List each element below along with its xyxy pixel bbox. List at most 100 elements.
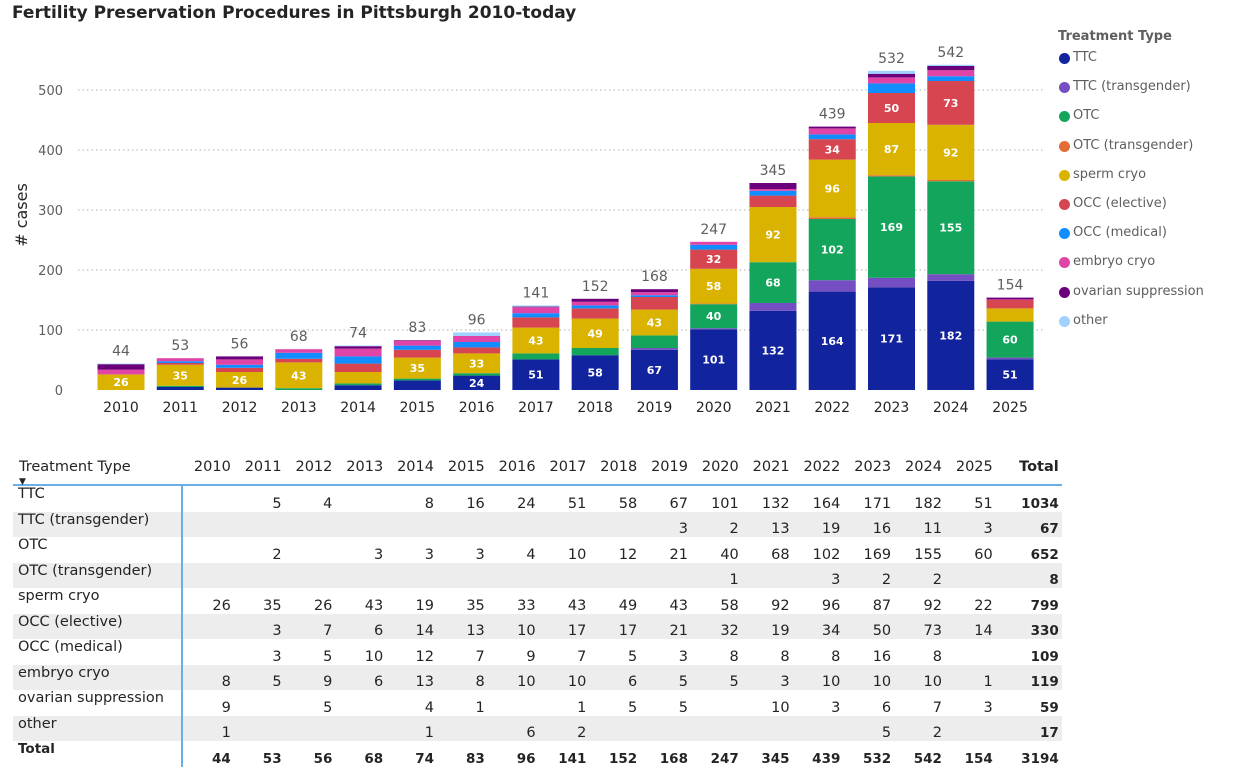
bar-segment-sperm-cryo[interactable] bbox=[630, 309, 678, 336]
bar-segment-occ-medical-[interactable] bbox=[749, 190, 797, 196]
bar-segment-ttc[interactable] bbox=[571, 355, 619, 390]
bar-segment-embryo-cryo[interactable] bbox=[453, 336, 501, 342]
legend-item[interactable]: embryo cryo bbox=[1058, 254, 1204, 283]
bar-segment-other[interactable] bbox=[868, 70, 916, 74]
bar-segment-otc[interactable] bbox=[630, 335, 678, 348]
bar-segment-sperm-cryo[interactable] bbox=[571, 318, 619, 348]
bar-segment-ovarian-suppression[interactable] bbox=[512, 306, 560, 308]
column-header-year[interactable]: 2017 bbox=[538, 450, 590, 486]
bar-segment-embryo-cryo[interactable] bbox=[275, 349, 323, 353]
bar-segment-occ-medical-[interactable] bbox=[630, 295, 678, 297]
bar-segment-ttc[interactable] bbox=[453, 375, 501, 390]
bar-segment-occ-elective-[interactable] bbox=[275, 358, 323, 363]
bar-segment-occ-elective-[interactable] bbox=[986, 300, 1034, 309]
bar-segment-ttc-transgender-[interactable] bbox=[868, 277, 916, 288]
bar-segment-ttc[interactable] bbox=[927, 280, 975, 390]
bar-segment-otc[interactable] bbox=[512, 353, 560, 360]
bar-segment-embryo-cryo[interactable] bbox=[808, 128, 856, 135]
bar-segment-ovarian-suppression[interactable] bbox=[808, 126, 856, 129]
column-header-year[interactable]: 2025 bbox=[944, 450, 996, 486]
bar-segment-otc[interactable] bbox=[275, 388, 323, 390]
bar-segment-ttc[interactable] bbox=[749, 310, 797, 390]
bar-segment-sperm-cryo[interactable] bbox=[690, 268, 738, 304]
column-header-year[interactable]: 2012 bbox=[284, 450, 336, 486]
bar-segment-occ-medical-[interactable] bbox=[571, 305, 619, 309]
bar-segment-ttc-transgender-[interactable] bbox=[927, 274, 975, 281]
bar-segment-sperm-cryo[interactable] bbox=[927, 124, 975, 180]
bar-segment-ttc[interactable] bbox=[393, 380, 441, 390]
bar-segment-occ-elective-[interactable] bbox=[571, 308, 619, 319]
bar-segment-occ-medical-[interactable] bbox=[927, 76, 975, 81]
bar-segment-occ-medical-[interactable] bbox=[216, 364, 264, 368]
bar-segment-otc[interactable] bbox=[868, 176, 916, 278]
bar-segment-ttc[interactable] bbox=[334, 385, 382, 390]
column-header-year[interactable]: 2023 bbox=[843, 450, 895, 486]
bar-segment-otc[interactable] bbox=[690, 304, 738, 329]
bar-segment-occ-medical-[interactable] bbox=[156, 361, 204, 363]
bar-segment-other[interactable] bbox=[512, 305, 560, 307]
bar-segment-otc[interactable] bbox=[453, 373, 501, 376]
bar-segment-otc-transgender-[interactable] bbox=[808, 217, 856, 219]
bar-segment-otc[interactable] bbox=[808, 219, 856, 281]
bar-segment-ttc[interactable] bbox=[808, 291, 856, 390]
bar-segment-ovarian-suppression[interactable] bbox=[749, 183, 797, 189]
bar-segment-occ-elective-[interactable] bbox=[690, 249, 738, 269]
bar-segment-occ-elective-[interactable] bbox=[156, 363, 204, 365]
bar-segment-occ-elective-[interactable] bbox=[216, 367, 264, 372]
bar-segment-ovarian-suppression[interactable] bbox=[393, 340, 441, 341]
bar-segment-ttc-transgender-[interactable] bbox=[986, 357, 1034, 360]
bar-segment-ovarian-suppression[interactable] bbox=[927, 66, 975, 71]
bar-segment-ttc-transgender-[interactable] bbox=[690, 328, 738, 330]
bar-segment-other[interactable] bbox=[927, 64, 975, 66]
column-header-year[interactable]: 2013 bbox=[335, 450, 387, 486]
bar-segment-ttc[interactable] bbox=[512, 359, 560, 390]
bar-segment-otc[interactable] bbox=[927, 181, 975, 275]
bar-segment-occ-medical-[interactable] bbox=[512, 313, 560, 318]
bar-segment-embryo-cryo[interactable] bbox=[868, 77, 916, 84]
sort-descending-icon[interactable]: ▼ bbox=[19, 477, 26, 487]
bar-segment-embryo-cryo[interactable] bbox=[216, 359, 264, 365]
legend-item[interactable]: ovarian suppression bbox=[1058, 284, 1204, 313]
bar-segment-embryo-cryo[interactable] bbox=[986, 299, 1034, 300]
bar-segment-otc[interactable] bbox=[156, 385, 204, 387]
column-header-year[interactable]: 2020 bbox=[690, 450, 742, 486]
bar-segment-otc-transgender-[interactable] bbox=[868, 175, 916, 177]
bar-segment-embryo-cryo[interactable] bbox=[393, 340, 441, 346]
bar-segment-ovarian-suppression[interactable] bbox=[97, 364, 145, 370]
column-header-year[interactable]: 2015 bbox=[436, 450, 488, 486]
bar-segment-sperm-cryo[interactable] bbox=[453, 353, 501, 374]
bar-segment-occ-elective-[interactable] bbox=[868, 93, 916, 123]
legend-item[interactable]: OTC (transgender) bbox=[1058, 138, 1204, 167]
column-header-total[interactable]: Total bbox=[995, 450, 1062, 486]
bar-segment-embryo-cryo[interactable] bbox=[512, 307, 560, 314]
bar-segment-sperm-cryo[interactable] bbox=[216, 372, 264, 388]
bar-segment-ttc[interactable] bbox=[868, 287, 916, 390]
bar-segment-ttc-transgender-[interactable] bbox=[808, 280, 856, 292]
bar-segment-ttc[interactable] bbox=[690, 329, 738, 390]
column-header-year[interactable]: 2010 bbox=[182, 450, 234, 486]
bar-segment-occ-elective-[interactable] bbox=[393, 349, 441, 358]
bar-segment-otc-transgender-[interactable] bbox=[927, 180, 975, 182]
bar-segment-otc-transgender-[interactable] bbox=[690, 303, 738, 305]
bar-segment-occ-medical-[interactable] bbox=[334, 356, 382, 364]
bar-segment-sperm-cryo[interactable] bbox=[393, 357, 441, 379]
bar-segment-embryo-cryo[interactable] bbox=[749, 189, 797, 191]
bar-segment-embryo-cryo[interactable] bbox=[97, 369, 145, 375]
bar-segment-embryo-cryo[interactable] bbox=[927, 70, 975, 77]
bar-segment-embryo-cryo[interactable] bbox=[690, 241, 738, 245]
bar-segment-embryo-cryo[interactable] bbox=[571, 301, 619, 306]
bar-segment-ttc[interactable] bbox=[630, 349, 678, 390]
bar-segment-occ-elective-[interactable] bbox=[512, 317, 560, 328]
bar-segment-otc[interactable] bbox=[986, 321, 1034, 358]
bar-segment-occ-elective-[interactable] bbox=[453, 347, 501, 354]
bar-segment-other[interactable] bbox=[97, 363, 145, 365]
bar-segment-sperm-cryo[interactable] bbox=[97, 374, 145, 390]
bar-segment-ovarian-suppression[interactable] bbox=[986, 297, 1034, 300]
bar-segment-occ-medical-[interactable] bbox=[393, 345, 441, 350]
bar-segment-occ-medical-[interactable] bbox=[690, 244, 738, 250]
bar-segment-otc[interactable] bbox=[393, 378, 441, 381]
bar-segment-sperm-cryo[interactable] bbox=[334, 372, 382, 384]
legend-item[interactable]: OCC (elective) bbox=[1058, 196, 1204, 225]
bar-segment-sperm-cryo[interactable] bbox=[868, 123, 916, 176]
column-header-year[interactable]: 2016 bbox=[487, 450, 539, 486]
